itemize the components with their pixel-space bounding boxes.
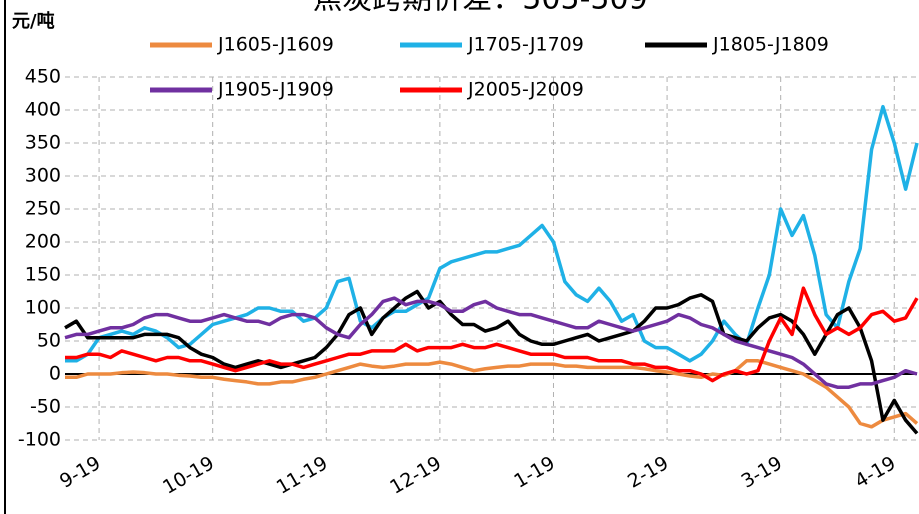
chart-title: 焦炭跨期价差：505-509 xyxy=(312,0,647,17)
y-tick-label: 0 xyxy=(49,363,61,385)
legend-label: J1605-J1609 xyxy=(217,34,334,56)
y-tick-label: 250 xyxy=(25,198,61,220)
y-tick-label: -50 xyxy=(30,396,61,418)
x-tick-label: 10-19 xyxy=(159,452,218,499)
series-line xyxy=(64,289,919,435)
series-line xyxy=(65,104,919,363)
series-line xyxy=(65,359,919,429)
x-tick-label: 4-19 xyxy=(851,452,899,493)
y-tick-label: 350 xyxy=(25,132,61,154)
y-tick-label: 450 xyxy=(25,66,61,88)
legend-label: J1805-J1809 xyxy=(712,34,829,56)
y-tick-label: 400 xyxy=(25,99,61,121)
legend-label: J1705-J1709 xyxy=(467,34,584,56)
x-tick-label: 1-19 xyxy=(510,452,558,493)
y-tick-label: 300 xyxy=(25,165,61,187)
y-tick-label: 200 xyxy=(25,231,61,253)
x-tick-label: 9-19 xyxy=(56,452,104,493)
y-tick-label: -100 xyxy=(18,429,61,451)
legend-label: J1905-J1909 xyxy=(217,79,334,101)
y-tick-label: 100 xyxy=(25,297,61,319)
x-tick-label: 12-19 xyxy=(386,452,445,499)
legend-label: J2005-J2009 xyxy=(467,79,584,101)
y-axis-label: 元/吨 xyxy=(12,10,55,32)
x-tick-label: 3-19 xyxy=(738,452,786,493)
x-tick-label: 11-19 xyxy=(273,452,332,499)
series-line xyxy=(65,286,919,383)
y-tick-label: 150 xyxy=(25,264,61,286)
series-line xyxy=(64,296,918,389)
x-tick-label: 2-19 xyxy=(624,452,672,493)
y-tick-label: 50 xyxy=(37,330,61,352)
